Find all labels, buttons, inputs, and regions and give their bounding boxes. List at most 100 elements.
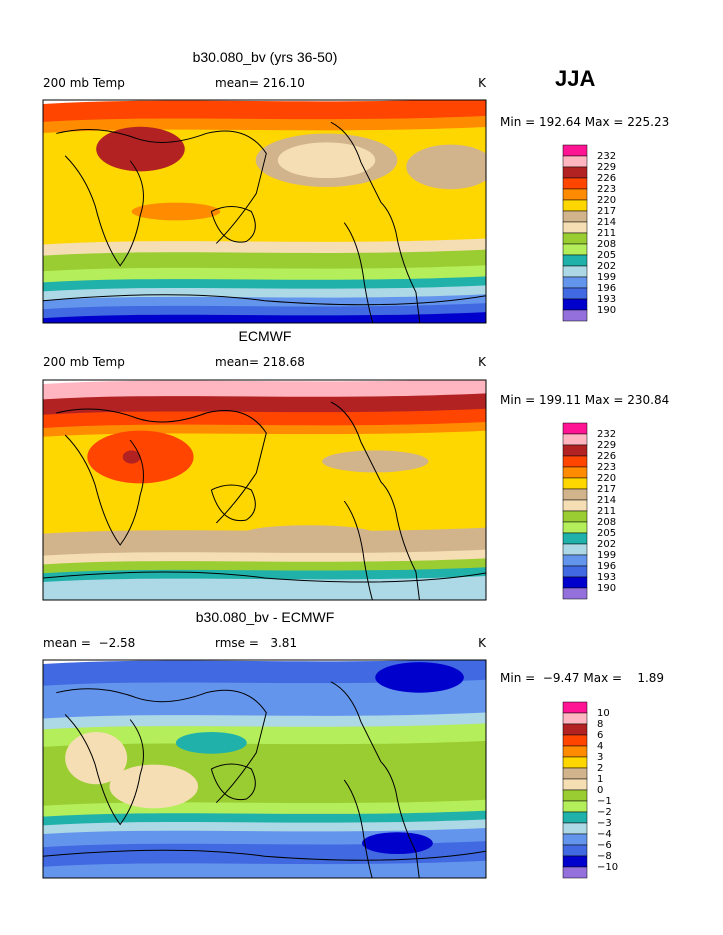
contour-band: [43, 249, 486, 274]
colorbar-swatch: [562, 576, 588, 589]
colorbar-swatch: [562, 433, 588, 446]
colorbar-label: 205: [597, 250, 616, 261]
map-frame: [42, 99, 487, 324]
panel-left-label: 200 mb Temp: [43, 76, 125, 90]
colorbar-label: −6: [597, 840, 612, 851]
panel-center-label: mean= 218.68: [215, 355, 305, 369]
colorbar-swatch: [562, 144, 588, 157]
colorbar-swatch: [562, 587, 588, 600]
map: [43, 380, 486, 600]
contour-band: [43, 660, 486, 688]
colorbar-label: 226: [597, 451, 616, 462]
colorbar-label: 220: [597, 473, 616, 484]
contour-region: [167, 683, 274, 715]
contour-band: [43, 393, 486, 417]
panel-title: b30.080_bv (yrs 36-50): [193, 49, 338, 65]
panel-left-label: 200 mb Temp: [43, 355, 125, 369]
colorbar-swatch: [562, 155, 588, 168]
colorbar-swatch: [562, 844, 588, 857]
contour-region: [122, 450, 141, 464]
colorbar-label: 232: [597, 429, 616, 440]
contour-band: [43, 312, 486, 323]
colorbar-label: −1: [597, 796, 612, 807]
contour-region: [406, 144, 486, 190]
colorbar-label: 214: [597, 217, 616, 228]
colorbar-swatch: [562, 866, 588, 879]
colorbar-label: 196: [597, 283, 616, 294]
panel-unit: K: [478, 636, 487, 650]
colorbar-swatch: [562, 276, 588, 289]
colorbar-label: −8: [597, 851, 612, 862]
colorbar-label: 211: [597, 228, 616, 239]
colorbar-label: 217: [597, 206, 616, 217]
colorbar-label: 6: [597, 730, 603, 741]
coastline: [343, 500, 373, 600]
contour-region: [242, 525, 376, 543]
coastline: [43, 294, 486, 306]
colorbar-label: 232: [597, 151, 616, 162]
colorbar-label: 0: [597, 785, 603, 796]
colorbar-label: 199: [597, 550, 616, 561]
contour-region: [361, 832, 433, 855]
map: [43, 100, 486, 323]
coastline: [43, 571, 486, 583]
colorbar-swatch: [562, 565, 588, 578]
colorbar-label: 202: [597, 539, 616, 550]
colorbar-swatch: [562, 800, 588, 813]
colorbar-swatch: [562, 734, 588, 747]
colorbar-swatch: [562, 232, 588, 245]
contour-region: [375, 662, 464, 693]
min-max: Min = 199.11 Max = 230.84: [500, 393, 669, 407]
colorbar-swatch: [562, 254, 588, 267]
contour-band: [43, 100, 486, 124]
colorbar-label: 217: [597, 484, 616, 495]
colorbar-swatch: [562, 712, 588, 725]
panel-left-label: mean = −2.58: [43, 636, 135, 650]
colorbar-swatch: [562, 822, 588, 835]
colorbar-swatch: [562, 177, 588, 190]
map: [43, 660, 486, 878]
colorbar-label: 1: [597, 774, 603, 785]
coastline: [64, 155, 144, 267]
min-max: Min = −9.47 Max = 1.89: [500, 671, 664, 685]
colorbar-swatch: [562, 701, 588, 714]
coastline: [330, 121, 421, 323]
colorbar-swatch: [562, 210, 588, 223]
colorbar-swatch: [562, 499, 588, 512]
coastline: [56, 128, 267, 244]
colorbar-swatch: [562, 422, 588, 435]
colorbar-label: −2: [597, 807, 612, 818]
colorbar-label: 196: [597, 561, 616, 572]
colorbar-label: −10: [597, 862, 618, 873]
colorbar-swatch: [562, 521, 588, 534]
colorbar-label: 4: [597, 741, 603, 752]
colorbar-swatch: [562, 166, 588, 179]
colorbar-label: 208: [597, 239, 616, 250]
colorbar-swatch: [562, 466, 588, 479]
contour-region: [175, 731, 247, 754]
colorbar-label: 2: [597, 763, 603, 774]
colorbar-label: 190: [597, 305, 616, 316]
coastline: [56, 688, 267, 804]
coastline: [210, 484, 256, 522]
colorbar-swatch: [562, 510, 588, 523]
colorbar-swatch: [562, 789, 588, 802]
panel-title: ECMWF: [239, 328, 292, 344]
colorbar-swatch: [562, 188, 588, 201]
map-frame: [42, 379, 487, 601]
colorbar-label: 193: [597, 572, 616, 583]
panel-center-label: mean= 216.10: [215, 76, 305, 90]
colorbar-swatch: [562, 767, 588, 780]
contour-band: [43, 723, 486, 749]
colorbar-label: 214: [597, 495, 616, 506]
colorbar-label: 229: [597, 440, 616, 451]
colorbar-swatch: [562, 243, 588, 256]
colorbar-swatch: [562, 855, 588, 868]
contour-region: [96, 126, 185, 172]
colorbar-swatch: [562, 745, 588, 758]
colorbar-label: 229: [597, 162, 616, 173]
colorbar-swatch: [562, 455, 588, 468]
contour-region: [322, 450, 429, 473]
